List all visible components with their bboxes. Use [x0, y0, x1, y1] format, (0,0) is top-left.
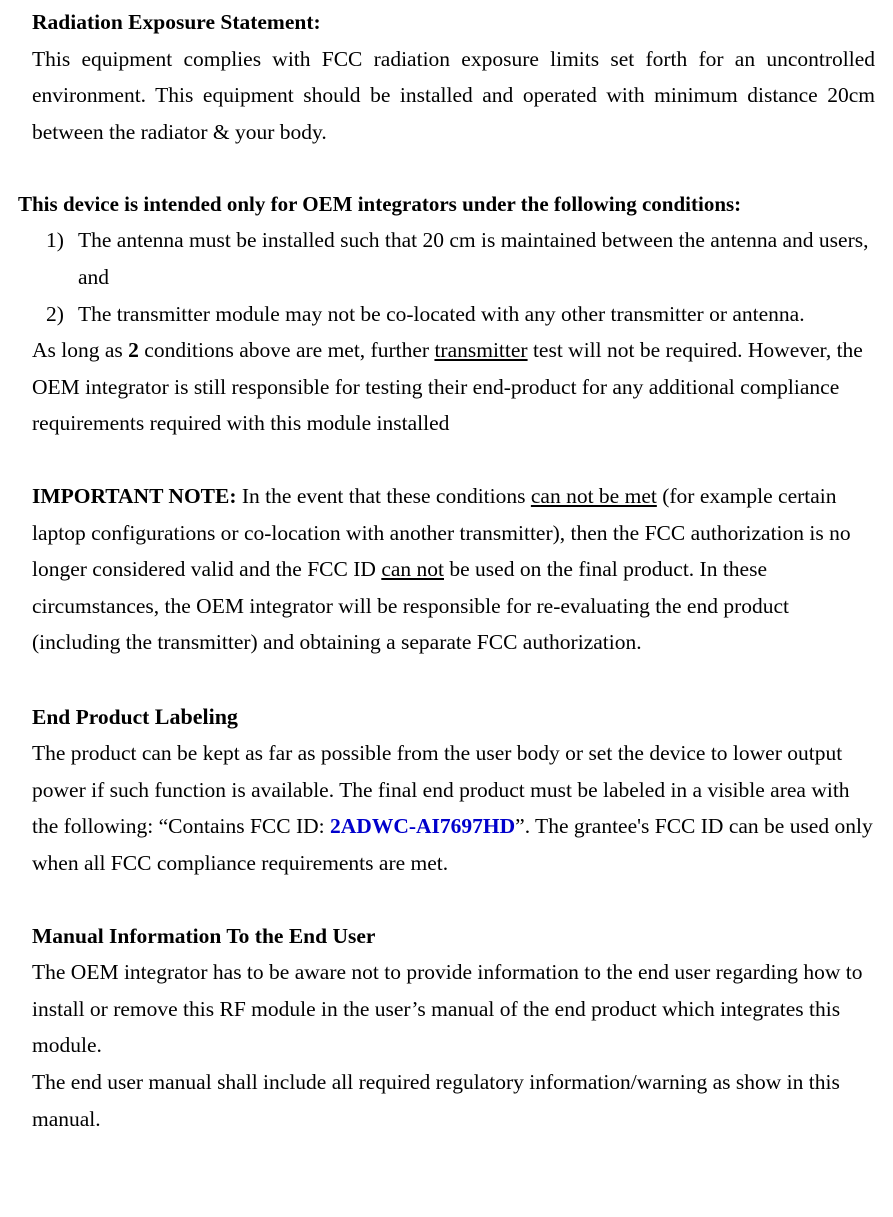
labeling-heading-part2: Labeling — [149, 704, 238, 729]
important-note: IMPORTANT NOTE: In the event that these … — [18, 478, 875, 661]
document-page: Radiation Exposure Statement: This equip… — [0, 0, 893, 1167]
spacer — [18, 661, 875, 698]
list-item-text: The antenna must be installed such that … — [78, 228, 868, 289]
list-item: 2)The transmitter module may not be co-l… — [78, 296, 875, 333]
important-heading: IMPORTANT NOTE: — [32, 484, 237, 508]
manual-info-heading: Manual Information To the End User — [32, 924, 375, 948]
important-underline: can not — [381, 557, 444, 581]
spacer — [18, 150, 875, 187]
manual-info-section: Manual Information To the End User The O… — [18, 918, 875, 1137]
manual-info-p2: The end user manual shall include all re… — [32, 1070, 840, 1131]
radiation-section: Radiation Exposure Statement: This equip… — [18, 4, 875, 150]
followup-text: As long as — [32, 338, 128, 362]
radiation-heading: Radiation Exposure Statement: — [32, 10, 321, 34]
list-item: 1)The antenna must be installed such tha… — [78, 222, 875, 295]
followup-text: conditions above are met, further — [139, 338, 435, 362]
list-item-number: 2) — [46, 296, 78, 333]
followup-underline: transmitter — [434, 338, 527, 362]
spacer — [18, 881, 875, 918]
list-item-number: 1) — [46, 222, 78, 259]
oem-heading: This device is intended only for OEM int… — [18, 187, 875, 223]
oem-followup: As long as 2 conditions above are met, f… — [18, 332, 875, 442]
important-text: In the event that these conditions — [237, 484, 531, 508]
manual-info-p1: The OEM integrator has to be aware not t… — [32, 960, 863, 1057]
labeling-heading-part1: End Product — [32, 705, 149, 729]
oem-list: 1)The antenna must be installed such tha… — [18, 222, 875, 332]
spacer — [18, 442, 875, 479]
radiation-body: This equipment complies with FCC radiati… — [32, 41, 875, 151]
list-item-text: The transmitter module may not be co-loc… — [78, 302, 805, 326]
important-underline: can not be met — [531, 484, 657, 508]
labeling-section: End Product Labeling The product can be … — [18, 698, 875, 882]
followup-boldnum: 2 — [128, 338, 139, 362]
fcc-id: 2ADWC-AI7697HD — [330, 814, 515, 838]
